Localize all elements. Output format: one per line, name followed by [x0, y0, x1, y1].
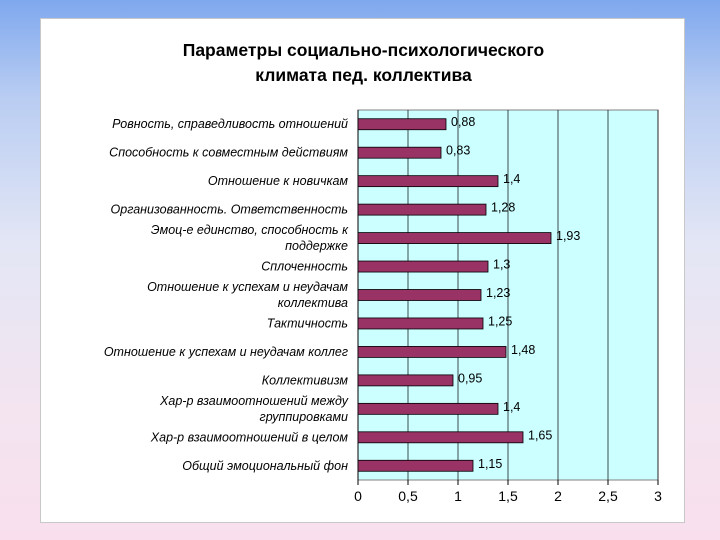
- bar: [357, 118, 447, 131]
- bar: [357, 402, 499, 415]
- bar: [357, 289, 482, 301]
- category-label: Организованность. Ответственность: [111, 203, 348, 217]
- x-tick-label: 0,5: [398, 488, 418, 504]
- bar: [357, 431, 524, 444]
- data-label: 0,88: [451, 115, 475, 129]
- bar: [357, 175, 499, 188]
- bar: [357, 232, 552, 244]
- bar: [357, 317, 484, 330]
- category-label: коллектива: [278, 296, 348, 310]
- x-tick-label: 1: [454, 488, 462, 504]
- bar: [357, 459, 474, 472]
- data-label: 1,23: [486, 286, 510, 300]
- category-label: Хар-р взаимоотношений в целом: [150, 430, 349, 444]
- data-label: 1,25: [488, 314, 512, 328]
- data-label: 1,3: [493, 258, 510, 272]
- bar: [357, 346, 507, 358]
- category-label: Ровность, справедливость отношений: [112, 117, 348, 131]
- x-tick-label: 0: [354, 488, 362, 504]
- data-label: 1,15: [478, 457, 502, 471]
- slide-panel: Параметры социально-психологического кли…: [40, 18, 685, 523]
- category-label: Эмоц-е единство, способность к: [151, 223, 349, 237]
- category-label: Общий эмоциональный фон: [182, 459, 348, 473]
- category-label: Сплоченность: [261, 260, 348, 274]
- bar: [357, 146, 442, 159]
- data-label: 1,4: [503, 172, 520, 186]
- data-label: 1,48: [511, 343, 535, 357]
- category-label: группировками: [260, 410, 349, 424]
- chart-title-line-2: климата пед. коллектива: [255, 65, 472, 85]
- x-tick-label: 2,5: [598, 488, 618, 504]
- bar: [357, 260, 489, 273]
- chart-title-line-1: Параметры социально-психологического: [182, 40, 545, 60]
- category-label: Отношение к новичкам: [208, 174, 349, 188]
- data-label: 1,65: [528, 428, 552, 442]
- category-label: Способность к совместным действиям: [109, 146, 348, 160]
- bar: [357, 203, 487, 216]
- data-label: 1,4: [503, 400, 520, 414]
- category-label: Коллективизм: [262, 373, 349, 387]
- data-label: 1,28: [491, 201, 515, 215]
- category-label: Отношение к успехам и неудачам: [147, 280, 348, 294]
- x-tick-label: 3: [654, 488, 662, 504]
- data-label: 0,95: [458, 371, 482, 385]
- x-tick-label: 1,5: [498, 488, 518, 504]
- category-label: Тактичность: [267, 316, 348, 330]
- data-label: 0,83: [446, 144, 470, 158]
- category-label: Хар-р взаимоотношений между: [159, 394, 349, 408]
- category-label: поддержке: [285, 239, 348, 253]
- bar: [357, 374, 454, 387]
- x-tick-label: 2: [554, 488, 562, 504]
- data-label: 1,93: [556, 229, 580, 243]
- category-label: Отношение к успехам и неудачам коллег: [104, 345, 348, 359]
- bar-chart: 0 0,5 1 1,5 2 2,5 3 0,88 Ровность, справедливост…: [104, 109, 662, 504]
